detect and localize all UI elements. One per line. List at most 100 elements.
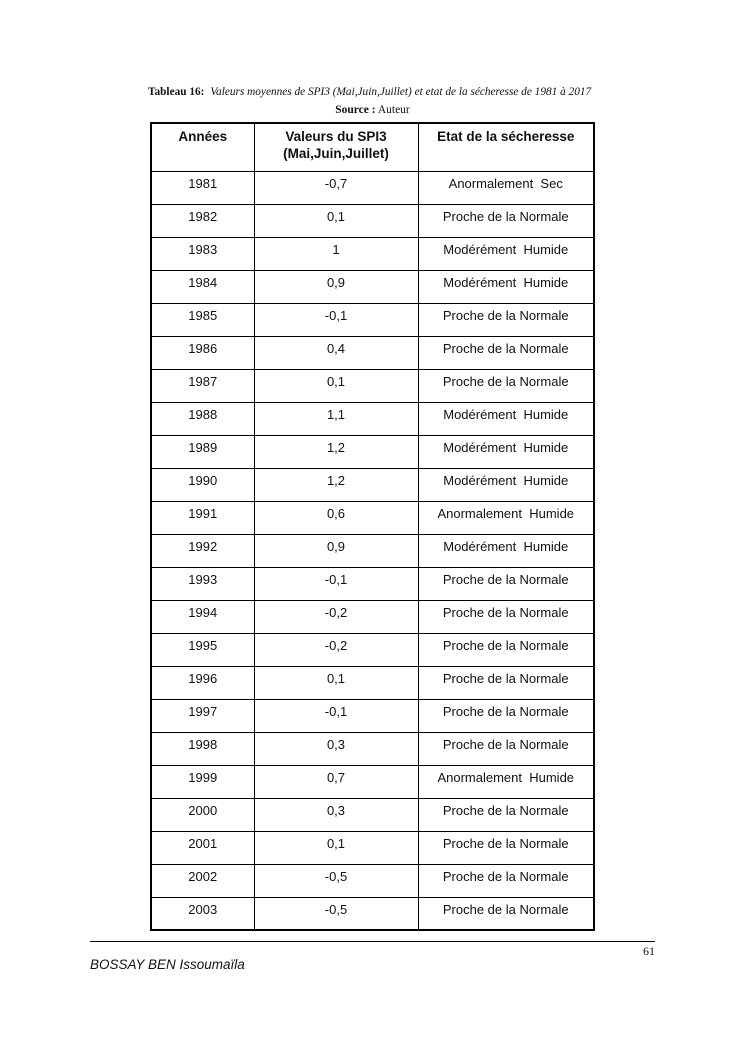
drought-state-cell: Proche de la Normale [417,566,595,601]
year-cell: 1997 [150,698,255,733]
year-cell: 1981 [150,170,255,205]
source-value: Auteur [377,104,410,116]
drought-state-cell: Modérément Humide [417,533,595,568]
table-row: 1997 -0,1 Proche de la Normale [150,698,595,733]
table-row: 1994 -0,2 Proche de la Normale [150,599,595,634]
spi3-value-cell: -0,7 [253,170,419,205]
year-cell: 1987 [150,368,255,403]
table-row: 1999 0,7 Anormalement Humide [150,764,595,799]
spi3-value-cell: 0,3 [253,797,419,832]
year-cell: 2003 [150,896,255,931]
year-cell: 1988 [150,401,255,436]
drought-state-cell: Modérément Humide [417,236,595,271]
table-row: 1989 1,2 Modérément Humide [150,434,595,469]
year-cell: 1986 [150,335,255,370]
table-caption: Tableau 16: Valeurs moyennes de SPI3 (Mai… [148,86,653,99]
spi3-value-cell: -0,1 [253,302,419,337]
spi3-value-cell: 0,9 [253,533,419,568]
spi3-drought-table: Années Valeurs du SPI3 (Mai,Juin,Juillet)… [150,122,595,931]
drought-state-cell: Proche de la Normale [417,665,595,700]
year-cell: 2001 [150,830,255,865]
year-cell: 2000 [150,797,255,832]
source-line: Source : Auteur [0,103,745,117]
drought-state-cell: Anormalement Humide [417,764,595,799]
table-row: 1988 1,1 Modérément Humide [150,401,595,436]
spi3-value-cell: -0,5 [253,896,419,931]
table-row: 1981 -0,7 Anormalement Sec [150,170,595,205]
spi3-value-cell: 0,9 [253,269,419,304]
drought-state-cell: Proche de la Normale [417,599,595,634]
table-row: 1998 0,3 Proche de la Normale [150,731,595,766]
drought-state-cell: Modérément Humide [417,467,595,502]
drought-state-cell: Proche de la Normale [417,830,595,865]
year-cell: 1996 [150,665,255,700]
source-label: Source : [335,104,376,116]
spi3-value-cell: -0,2 [253,632,419,667]
spi3-value-cell: -0,2 [253,599,419,634]
spi3-value-cell: 1,2 [253,467,419,502]
table-row: 1982 0,1 Proche de la Normale [150,203,595,238]
table-row: 1991 0,6 Anormalement Humide [150,500,595,535]
table-caption-text: Valeurs moyennes de SPI3 (Mai,Juin,Juill… [210,86,592,98]
table-row: 1992 0,9 Modérément Humide [150,533,595,568]
drought-state-cell: Modérément Humide [417,434,595,469]
table-row: 1985 -0,1 Proche de la Normale [150,302,595,337]
footer-author: BOSSAY BEN Issoumaïla [90,957,245,972]
column-header-spi3-value-cell: Valeurs du SPI3 (Mai,Juin,Juillet) [253,122,419,172]
year-cell: 1992 [150,533,255,568]
year-cell: 1985 [150,302,255,337]
table-row: 1995 -0,2 Proche de la Normale [150,632,595,667]
spi3-value-cell: 0,7 [253,764,419,799]
spi3-value-cell: -0,1 [253,698,419,733]
drought-state-cell: Proche de la Normale [417,335,595,370]
year-cell: 1995 [150,632,255,667]
column-header-year-cell: Années [150,122,255,172]
table-row: 1993 -0,1 Proche de la Normale [150,566,595,601]
year-cell: 1982 [150,203,255,238]
spi3-value-cell: 0,4 [253,335,419,370]
spi3-value-cell: -0,1 [253,566,419,601]
table-row: 1990 1,2 Modérément Humide [150,467,595,502]
page-number: 61 [643,944,655,958]
year-cell: 1989 [150,434,255,469]
drought-state-cell: Proche de la Normale [417,896,595,931]
spi3-table-body: 1981 -0,7 Anormalement Sec 1982 0,1 Proche de… [150,170,595,931]
footer-divider [90,941,655,942]
drought-state-cell: Proche de la Normale [417,203,595,238]
drought-state-cell: Modérément Humide [417,401,595,436]
year-cell: 1994 [150,599,255,634]
table-row: 1984 0,9 Modérément Humide [150,269,595,304]
drought-state-cell: Anormalement Humide [417,500,595,535]
drought-state-cell: Proche de la Normale [417,731,595,766]
year-cell: 2002 [150,863,255,898]
drought-state-cell: Proche de la Normale [417,368,595,403]
drought-state-cell: Modérément Humide [417,269,595,304]
year-cell: 1998 [150,731,255,766]
table-row: 1983 1 Modérément Humide [150,236,595,271]
year-cell: 1983 [150,236,255,271]
spi3-value-cell: 0,1 [253,665,419,700]
column-header-drought-state-cell: Etat de la sécheresse [417,122,595,172]
spi3-value-cell: 1,1 [253,401,419,436]
table-row: 1987 0,1 Proche de la Normale [150,368,595,403]
spi3-value-cell: 0,3 [253,731,419,766]
spi3-value-cell: -0,5 [253,863,419,898]
table-row: 1986 0,4 Proche de la Normale [150,335,595,370]
drought-state-cell: Anormalement Sec [417,170,595,205]
spi3-value-cell: 0,1 [253,830,419,865]
year-cell: 1990 [150,467,255,502]
table-row: 2002 -0,5 Proche de la Normale [150,863,595,898]
table-row: 1996 0,1 Proche de la Normale [150,665,595,700]
spi3-table-head-row: Années Valeurs du SPI3 (Mai,Juin,Juillet)… [150,122,595,172]
drought-state-cell: Proche de la Normale [417,698,595,733]
table-row: 2000 0,3 Proche de la Normale [150,797,595,832]
year-cell: 1984 [150,269,255,304]
table-row: 2003 -0,5 Proche de la Normale [150,896,595,931]
spi3-value-cell: 0,6 [253,500,419,535]
spi3-value-cell: 0,1 [253,203,419,238]
year-cell: 1999 [150,764,255,799]
drought-state-cell: Proche de la Normale [417,632,595,667]
year-cell: 1991 [150,500,255,535]
table-caption-label: Tableau 16: [148,86,205,98]
year-cell: 1993 [150,566,255,601]
